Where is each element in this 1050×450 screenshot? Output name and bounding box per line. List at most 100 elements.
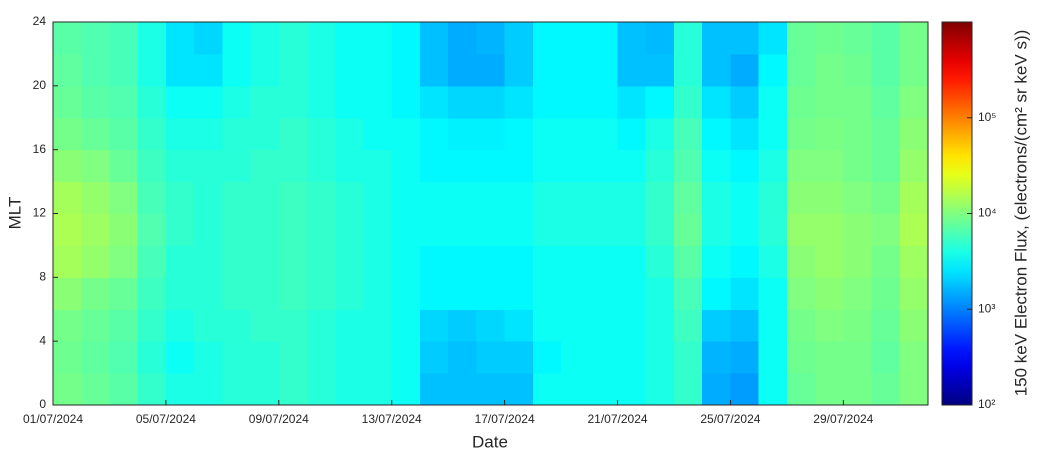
heatmap-cell [363,277,393,310]
x-tick-label: 21/07/2024 [587,412,647,426]
heatmap-cell [391,181,421,214]
heatmap-cell [278,277,308,310]
heatmap-cell [391,149,421,183]
heatmap-cell [730,22,760,55]
x-tick-label: 01/07/2024 [23,412,83,426]
heatmap-cell [815,53,844,87]
heatmap-cell [617,309,647,342]
heatmap-cell [673,341,703,374]
heatmap-cell [165,117,195,151]
heatmap-cell [476,181,506,214]
heatmap-cell [504,245,534,278]
heatmap-cell [871,117,901,151]
heatmap-cell [165,245,195,278]
heatmap-cell [278,181,308,214]
heatmap-cell [899,309,929,342]
heatmap-cell [532,117,562,151]
heatmap-cell [278,85,308,119]
heatmap-cell [250,22,280,55]
heatmap-cell [786,213,816,246]
heatmap-cell [673,309,703,342]
heatmap-cell [222,373,252,406]
heatmap-cell [81,85,110,119]
heatmap-cell [561,373,590,406]
heatmap-cell [561,181,590,214]
heatmap-cell [815,341,844,374]
heatmap-cell [250,85,280,119]
heatmap-cell [335,181,364,214]
heatmap-cell [137,245,167,278]
heatmap-cell [335,117,364,151]
heatmap-cell [137,309,167,342]
heatmap-cell [335,149,364,183]
heatmap-cell [476,373,506,406]
heatmap-cell [194,245,223,278]
heatmap-cell [476,213,506,246]
heatmap-cell [702,149,731,183]
heatmap-cell [335,53,364,87]
heatmap-cell [843,213,873,246]
heatmap-cell [843,181,873,214]
heatmap-cell [504,181,534,214]
x-tick-label: 05/07/2024 [136,412,196,426]
heatmap-cell [391,309,421,342]
heatmap-cell [786,149,816,183]
colorbar-tick-label: 10⁵ [978,110,996,124]
heatmap-cell [137,277,167,310]
heatmap-cell [589,373,619,406]
heatmap-cell [899,181,929,214]
heatmap-cell [758,53,788,87]
heatmap-cell [561,213,590,246]
heatmap-cell [730,181,760,214]
heatmap-cell [278,373,308,406]
heatmap-cell [53,53,82,87]
y-tick-label: 8 [39,270,46,284]
heatmap-cell [335,245,364,278]
heatmap-cell [165,22,195,55]
heatmap-cell [476,245,506,278]
heatmap-cell [448,85,477,119]
heatmap-cell [843,22,873,55]
heatmap-cell [307,213,336,246]
heatmap-cell [561,85,590,119]
heatmap-cell [673,85,703,119]
heatmap-cell [786,277,816,310]
heatmap-cell [448,53,477,87]
heatmap-cell [532,245,562,278]
heatmap-cell [504,213,534,246]
heatmap-cell [137,341,167,374]
heatmap-cell [194,117,223,151]
heatmap-cell [589,277,619,310]
heatmap-cell [53,245,82,278]
heatmap-cell [815,149,844,183]
heatmap-cell [504,22,534,55]
heatmap-cell [476,85,506,119]
heatmap-cell [307,117,336,151]
heatmap-cell [194,181,223,214]
heatmap-cell [307,85,336,119]
heatmap-cell [730,341,760,374]
heatmap-cell [137,53,167,87]
heatmap-cell [448,373,477,406]
x-axis-label: Date [472,432,508,450]
heatmap-cell [250,181,280,214]
heatmap-cell [589,53,619,87]
heatmap-cell [307,373,336,406]
heatmap-cell [109,149,139,183]
heatmap-cell [419,149,449,183]
heatmap-cell [899,149,929,183]
heatmap-cell [448,117,477,151]
heatmap-cell [532,53,562,87]
heatmap-cell [645,181,675,214]
heatmap-cell [448,22,477,55]
heatmap-cell [645,53,675,87]
heatmap-cell [561,117,590,151]
heatmap-cell [137,213,167,246]
heatmap-cell [363,213,393,246]
heatmap-cell [307,309,336,342]
heatmap-cell [815,181,844,214]
heatmap-cell [589,341,619,374]
heatmap-cell [109,181,139,214]
heatmap-cell [391,117,421,151]
